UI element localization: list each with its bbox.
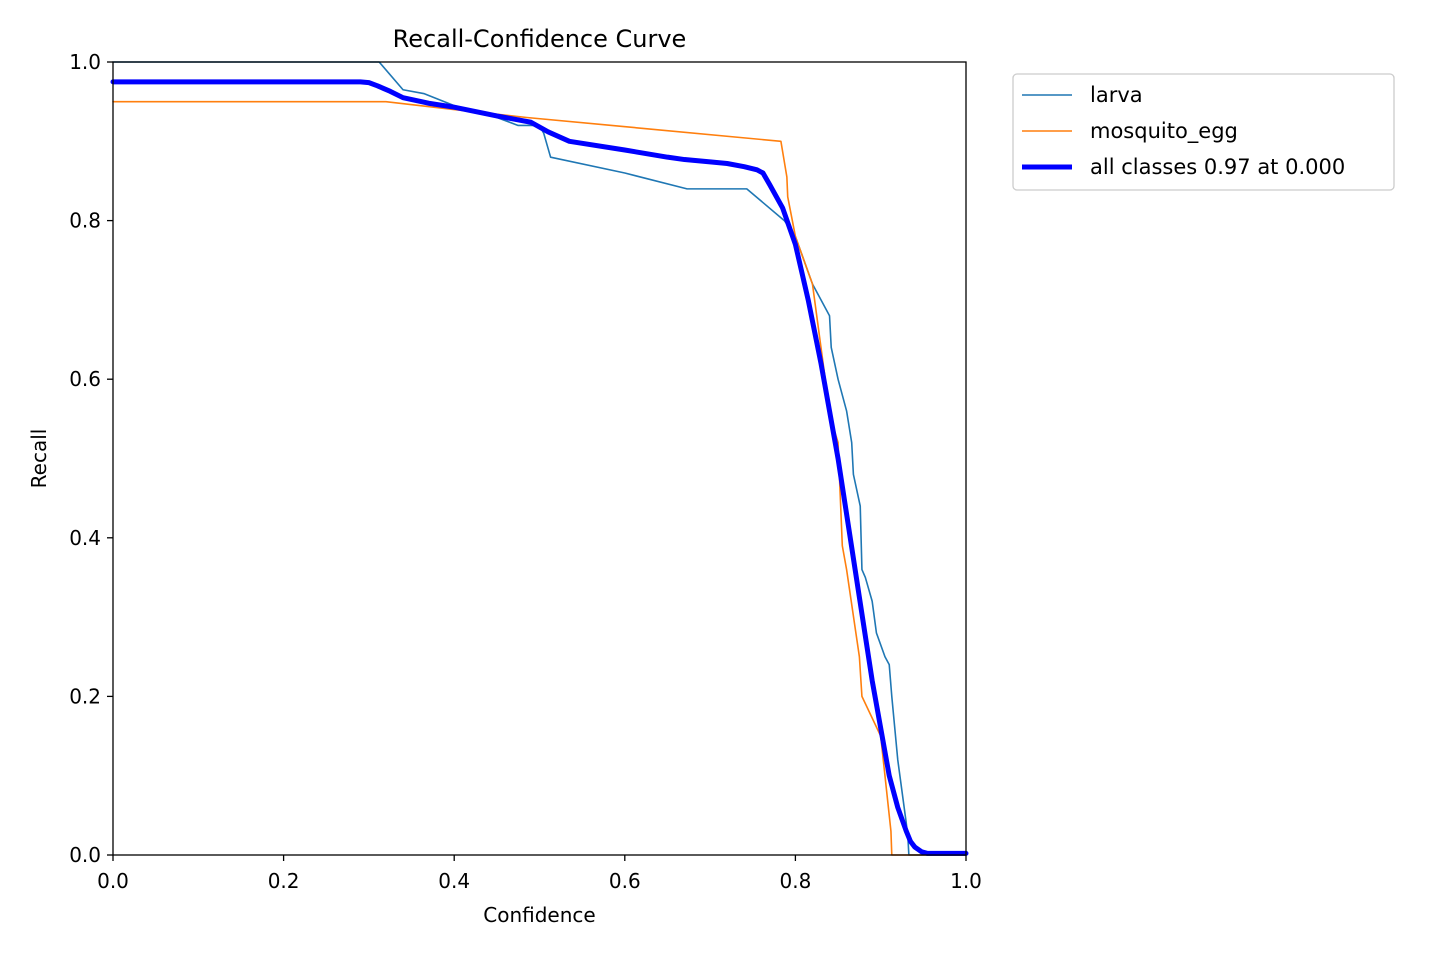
series-lines	[110, 61, 969, 856]
y-tick-label: 1.0	[69, 50, 101, 74]
plot-frame	[112, 61, 967, 856]
series-line-larva	[112, 61, 967, 856]
x-tick-label: 0.2	[268, 869, 300, 893]
legend-label: all classes 0.97 at 0.000	[1090, 155, 1345, 179]
x-tick-label: 1.0	[950, 869, 982, 893]
y-tick-label: 0.0	[69, 843, 101, 867]
series-line-all-classes-0-97-at-0-000	[110, 79, 969, 856]
x-tick-label: 0.8	[779, 869, 811, 893]
y-tick-label: 0.6	[69, 367, 101, 391]
chart-title: Recall-Confidence Curve	[393, 25, 687, 53]
legend-box	[1012, 73, 1395, 191]
x-tick-label: 0.6	[609, 869, 641, 893]
y-tick-label: 0.8	[69, 209, 101, 233]
y-axis-label: Recall	[27, 429, 51, 489]
x-tick-label: 0.4	[438, 869, 470, 893]
y-tick-label: 0.4	[69, 526, 101, 550]
axis-ticks: 0.0 0.2 0.4 0.6 0.8 1.0 0.0 0.2 0.4 0.6 0.8 1.0	[69, 50, 982, 893]
legend-label: mosquito_egg	[1090, 119, 1238, 144]
legend-label: larva	[1090, 83, 1143, 107]
x-axis-label: Confidence	[483, 903, 595, 927]
y-tick-label: 0.2	[69, 684, 101, 708]
x-tick-label: 0.0	[97, 869, 129, 893]
